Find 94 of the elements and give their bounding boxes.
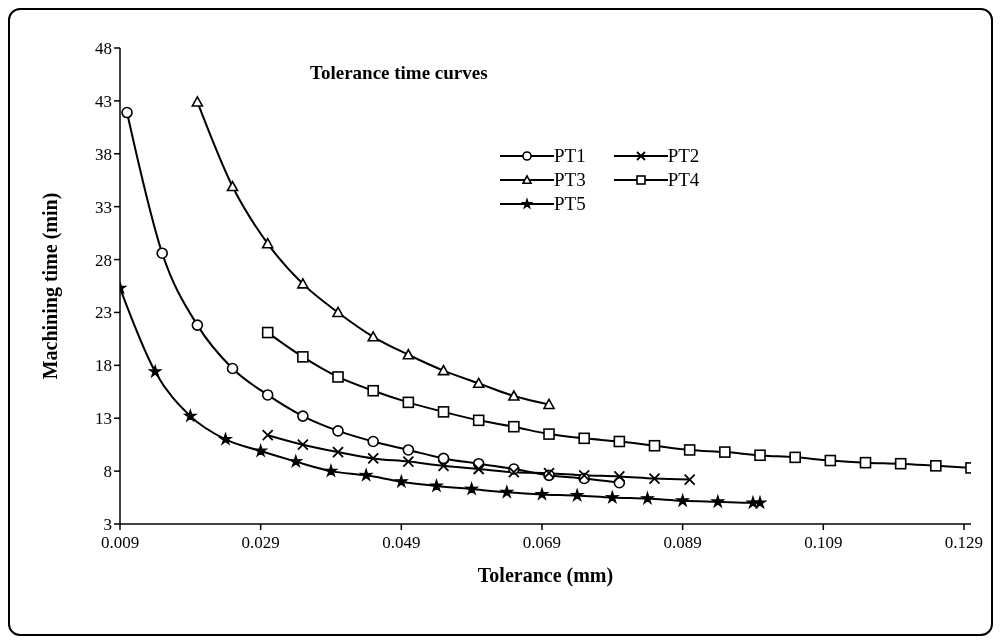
point [894,457,907,470]
point [683,473,696,486]
point [226,180,239,192]
point [570,488,584,501]
point [261,429,274,442]
point [719,446,731,458]
point [859,456,872,469]
point [289,454,303,468]
point [465,482,478,495]
y-tick-label: 48 [95,39,112,59]
point [324,464,338,477]
point [261,389,274,401]
legend-label: PT3 [554,169,586,191]
point [297,278,309,289]
point [472,414,485,427]
y-axis-title: Machining time (min) [39,192,63,380]
legend-label: PT1 [554,145,586,167]
y-tick-label: 13 [95,409,112,429]
x-tick-label: 0.009 [100,533,140,553]
point [753,496,767,509]
point [261,326,274,339]
point [676,494,689,507]
point [332,425,344,437]
point [437,406,450,418]
point [648,439,661,452]
x-tick-label: 0.069 [522,533,562,553]
point [930,460,942,472]
point [543,398,555,410]
point [367,452,380,465]
point [613,435,626,448]
point [430,479,443,492]
y-tick-label: 43 [95,91,112,111]
point [472,377,485,389]
x-axis-title: Tolerance (mm) [477,564,614,587]
point [191,319,204,331]
point [402,348,415,360]
point [508,390,520,401]
point [395,475,408,488]
x-tick-label: 0.029 [241,533,280,553]
point [508,420,520,433]
point [226,362,239,375]
point [437,452,450,465]
point [254,444,267,457]
point [472,463,485,475]
point [683,444,696,456]
point [332,371,344,383]
x-tick-label: 0.089 [663,533,702,553]
text: Tolerance time curves [310,62,488,84]
point [332,306,344,318]
x-tick-label: 0.129 [944,533,984,553]
point [606,490,619,504]
point [500,485,514,498]
point [437,459,450,472]
point [613,470,626,483]
y-tick-label: 28 [95,250,112,270]
point [824,454,837,467]
point [359,468,373,481]
point [297,351,309,363]
point [261,237,274,249]
y-tick-label: 38 [95,144,112,164]
x-tick-label: 0.109 [804,533,843,553]
legend-label: PT5 [554,193,586,215]
y-tick-label: 3 [103,515,112,535]
x-tick-label: 0.049 [382,533,421,553]
y-tick-label: 23 [95,303,112,323]
point [437,364,450,376]
legend-label: PT2 [667,145,700,167]
point [578,432,590,445]
point [219,432,232,445]
point [367,384,379,397]
legend-label: PT4 [667,169,700,191]
point [332,446,344,458]
point [184,409,197,422]
point [648,472,661,485]
y-tick-label: 18 [95,356,112,376]
y-tick-label: 8 [103,462,112,482]
point [402,396,415,409]
point [148,365,162,378]
point [121,106,133,119]
point [297,410,309,422]
point [296,438,309,451]
y-tick-label: 33 [95,197,112,217]
point [789,451,801,464]
point [754,449,766,462]
point [711,495,725,508]
point [367,330,379,342]
point [535,487,549,500]
point [507,466,520,479]
point [543,428,555,440]
point [156,247,168,260]
point [367,435,379,448]
point [191,96,204,107]
point [402,455,415,468]
point [402,444,415,456]
